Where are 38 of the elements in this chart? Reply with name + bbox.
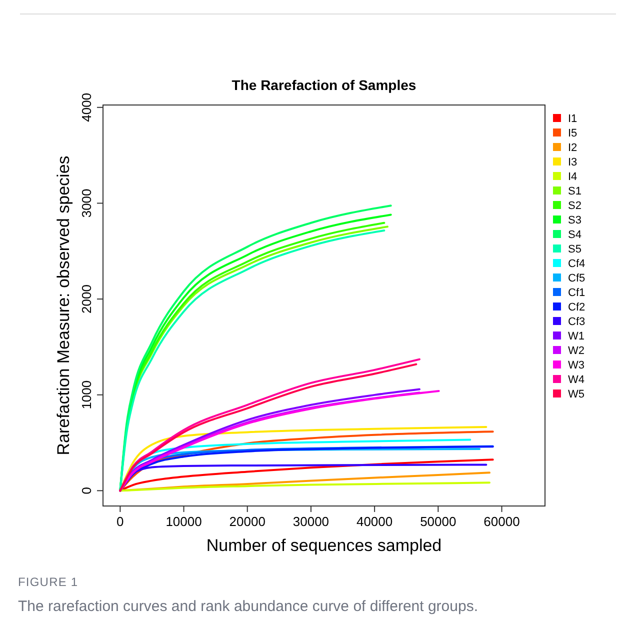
legend-label: Cf5 bbox=[568, 272, 586, 284]
x-tick-label: 0 bbox=[116, 514, 124, 529]
x-tick-label: 50000 bbox=[420, 514, 456, 529]
legend-label: S3 bbox=[568, 214, 582, 226]
legend-label: S5 bbox=[568, 244, 582, 256]
x-tick-label: 60000 bbox=[484, 514, 520, 529]
legend-label: I4 bbox=[568, 171, 578, 183]
legend-label: W3 bbox=[568, 360, 584, 372]
x-tick-label: 40000 bbox=[356, 514, 393, 529]
y-tick-label: 2000 bbox=[79, 284, 94, 314]
legend-label: W1 bbox=[568, 330, 584, 342]
chart-title: The Rarefaction of Samples bbox=[232, 77, 416, 93]
legend-label: S1 bbox=[568, 186, 582, 198]
y-axis-title: Rarefaction Measure: observed species bbox=[54, 156, 73, 456]
caption: FIGURE 1 bbox=[18, 575, 78, 589]
x-tick-label: 30000 bbox=[292, 514, 330, 529]
x-axis-title: Number of sequences sampled bbox=[206, 536, 442, 555]
legend-label: Cf4 bbox=[568, 258, 586, 270]
legend-label: S4 bbox=[568, 229, 582, 241]
legend-label: W5 bbox=[568, 388, 584, 400]
x-tick-label: 10000 bbox=[166, 514, 202, 529]
line-series bbox=[119, 482, 490, 492]
legend-label: W4 bbox=[568, 374, 584, 386]
y-tick-label: 1000 bbox=[79, 380, 94, 410]
legend-label: I2 bbox=[568, 142, 578, 154]
legend-label: I1 bbox=[568, 113, 578, 125]
legend-label: S2 bbox=[568, 200, 582, 212]
x-tick-label: 20000 bbox=[229, 514, 266, 529]
y-tick-label: 0 bbox=[79, 487, 94, 494]
text: The rarefaction curves and rank abundance curve of different groups. bbox=[18, 598, 478, 615]
y-tick-label: 3000 bbox=[79, 188, 94, 218]
legend-label: I5 bbox=[568, 128, 578, 140]
legend-label: Cf3 bbox=[568, 316, 586, 328]
y-tick-label: 4000 bbox=[79, 92, 94, 122]
legend-label: I3 bbox=[568, 156, 578, 168]
legend-label: Cf2 bbox=[568, 302, 586, 314]
legend-label: Cf1 bbox=[568, 287, 586, 299]
legend-label: W2 bbox=[568, 345, 584, 357]
